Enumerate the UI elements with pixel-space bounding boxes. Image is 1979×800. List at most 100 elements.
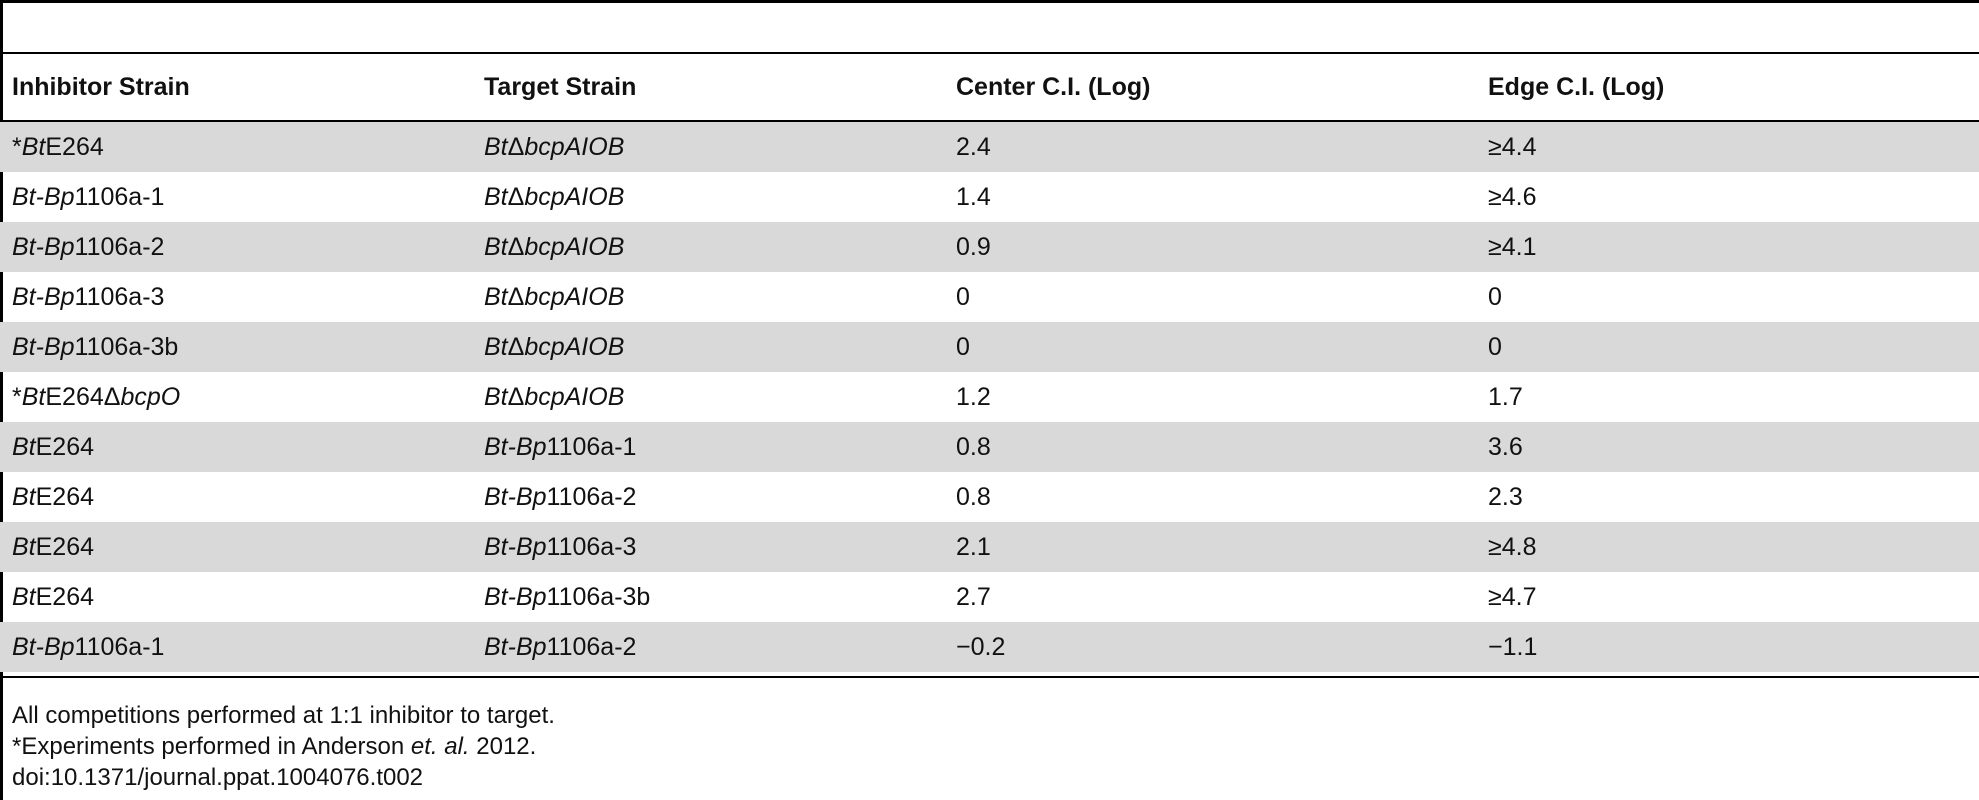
cell-text-segment: 1106a-2 (546, 483, 637, 511)
cell-text-segment: Bt (12, 583, 36, 611)
table-row: Bt-Bp1106a-1 BtΔbcpAIOB 1.4 ≥4.6 (0, 172, 1979, 222)
cell-text-segment: 1106a-1 (546, 433, 637, 461)
cell-target-strain: BtΔbcpAIOB (484, 322, 624, 372)
cell-text-segment: bcpAIOB (524, 183, 625, 211)
cell-text-segment: bcpO (120, 383, 181, 411)
cell-text-segment: Bt-Bp (12, 333, 75, 361)
footnote-anderson-post: 2012. (469, 733, 537, 760)
cell-text-segment: Bt (12, 533, 36, 561)
cell-center-ci: −0.2 (956, 633, 1006, 661)
cell-inhibitor-strain: BtE264 (12, 472, 94, 522)
cell-target-strain: Bt-Bp1106a-3 (484, 522, 636, 572)
table-row: BtE264 Bt-Bp1106a-3b 2.7 ≥4.7 (0, 572, 1979, 622)
cell-text-segment: Bt (484, 233, 508, 261)
cell-target-strain: Bt-Bp1106a-2 (484, 622, 636, 672)
cell-text-segment: Δ (507, 183, 525, 211)
cell-edge-ci: 2.3 (1488, 483, 1523, 511)
cell-inhibitor-strain: *BtE264ΔbcpO (12, 372, 180, 422)
cell-text-segment: Bt (484, 183, 508, 211)
table-footnotes: All competitions performed at 1:1 inhibi… (12, 700, 555, 793)
cell-text-segment: Δ (507, 383, 525, 411)
cell-edge-ci: ≥4.8 (1488, 533, 1537, 561)
header-bottom-rule (0, 120, 1979, 122)
header-inhibitor-strain: Inhibitor Strain (12, 73, 190, 101)
cell-text-segment: Bt (484, 283, 508, 311)
cell-edge-ci: ≥4.6 (1488, 183, 1537, 211)
cell-text-segment: 1106a-3b (546, 583, 651, 611)
cell-center-ci: 1.2 (956, 383, 991, 411)
cell-inhibitor-strain: BtE264 (12, 522, 94, 572)
header-top-rule (0, 52, 1979, 54)
table-row: Bt-Bp1106a-3b BtΔbcpAIOB 0 0 (0, 322, 1979, 372)
cell-text-segment: E264Δ (45, 383, 121, 411)
cell-inhibitor-strain: *BtE264 (12, 122, 104, 172)
table-row: BtE264 Bt-Bp1106a-1 0.8 3.6 (0, 422, 1979, 472)
cell-edge-ci: −1.1 (1488, 633, 1538, 661)
table-row: BtE264 Bt-Bp1106a-2 0.8 2.3 (0, 472, 1979, 522)
cell-edge-ci: ≥4.1 (1488, 233, 1537, 261)
footnote-competitions: All competitions performed at 1:1 inhibi… (12, 702, 555, 729)
cell-text-segment: Bt-Bp (484, 633, 547, 661)
cell-text-segment: Bt-Bp (484, 583, 547, 611)
cell-text-segment: bcpAIOB (524, 283, 625, 311)
cell-text-segment: Bt-Bp (12, 283, 75, 311)
cell-center-ci: 2.1 (956, 533, 991, 561)
cell-center-ci: 2.7 (956, 583, 991, 611)
header-target-strain: Target Strain (484, 73, 637, 101)
cell-text-segment: 1106a-1 (74, 183, 165, 211)
cell-text-segment: Bt (484, 333, 508, 361)
cell-center-ci: 0.8 (956, 483, 991, 511)
cell-inhibitor-strain: BtE264 (12, 572, 94, 622)
cell-text-segment: E264 (45, 133, 104, 161)
cell-target-strain: BtΔbcpAIOB (484, 172, 624, 222)
header-edge-ci: Edge C.I. (Log) (1488, 73, 1665, 101)
cell-text-segment: Bt-Bp (12, 233, 75, 261)
cell-text-segment: Bt-Bp (484, 533, 547, 561)
cell-text-segment: 1106a-3b (74, 333, 179, 361)
cell-text-segment: bcpAIOB (524, 383, 625, 411)
table-header-row: Inhibitor Strain Target Strain Center C.… (0, 54, 1979, 120)
cell-text-segment: Δ (507, 233, 525, 261)
cell-target-strain: BtΔbcpAIOB (484, 122, 624, 172)
cell-text-segment: Bt-Bp (12, 183, 75, 211)
table-row: Bt-Bp1106a-3 BtΔbcpAIOB 0 0 (0, 272, 1979, 322)
table-row: *BtE264ΔbcpO BtΔbcpAIOB 1.2 1.7 (0, 372, 1979, 422)
cell-target-strain: BtΔbcpAIOB (484, 272, 624, 322)
table-row: Bt-Bp1106a-2 BtΔbcpAIOB 0.9 ≥4.1 (0, 222, 1979, 272)
cell-text-segment: bcpAIOB (524, 333, 625, 361)
cell-text-segment: * (12, 133, 22, 161)
cell-text-segment: E264 (35, 483, 95, 511)
cell-text-segment: Bt (484, 383, 508, 411)
cell-inhibitor-strain: Bt-Bp1106a-2 (12, 222, 164, 272)
cell-center-ci: 0.9 (956, 233, 991, 261)
cell-text-segment: 1106a-3 (546, 533, 637, 561)
cell-edge-ci: ≥4.7 (1488, 583, 1537, 611)
cell-text-segment: Bt (21, 383, 46, 411)
doi-text: doi:10.1371/journal.ppat.1004076.t002 (12, 764, 424, 791)
footnote-anderson-pre: *Experiments performed in Anderson (12, 733, 411, 760)
cell-text-segment: Bt-Bp (12, 633, 75, 661)
cell-text-segment: Bt (21, 133, 46, 161)
cell-inhibitor-strain: Bt-Bp1106a-1 (12, 172, 164, 222)
cell-text-segment: bcpAIOB (524, 133, 625, 161)
cell-text-segment: E264 (35, 533, 95, 561)
table-body: *BtE264 BtΔbcpAIOB 2.4 ≥4.4 Bt-Bp1106a-1 BtΔb… (0, 122, 1979, 672)
cell-text-segment: Bt (12, 433, 36, 461)
cell-text-segment: E264 (35, 433, 95, 461)
cell-text-segment: Bt (484, 133, 508, 161)
table-row: Bt-Bp1106a-1 Bt-Bp1106a-2 −0.2 −1.1 (0, 622, 1979, 672)
cell-text-segment: * (12, 383, 22, 411)
cell-edge-ci: ≥4.4 (1488, 133, 1537, 161)
cell-text-segment: 1106a-1 (74, 633, 165, 661)
table-row: BtE264 Bt-Bp1106a-3 2.1 ≥4.8 (0, 522, 1979, 572)
cell-center-ci: 0 (956, 283, 970, 311)
table-row: *BtE264 BtΔbcpAIOB 2.4 ≥4.4 (0, 122, 1979, 172)
cell-inhibitor-strain: BtE264 (12, 422, 94, 472)
cell-text-segment: E264 (35, 583, 95, 611)
cell-text-segment: Δ (507, 333, 525, 361)
cell-target-strain: Bt-Bp1106a-3b (484, 572, 650, 622)
cell-edge-ci: 3.6 (1488, 433, 1523, 461)
cell-text-segment: Bt (12, 483, 36, 511)
cell-text-segment: Bt-Bp (484, 433, 547, 461)
cell-text-segment: Δ (507, 133, 525, 161)
